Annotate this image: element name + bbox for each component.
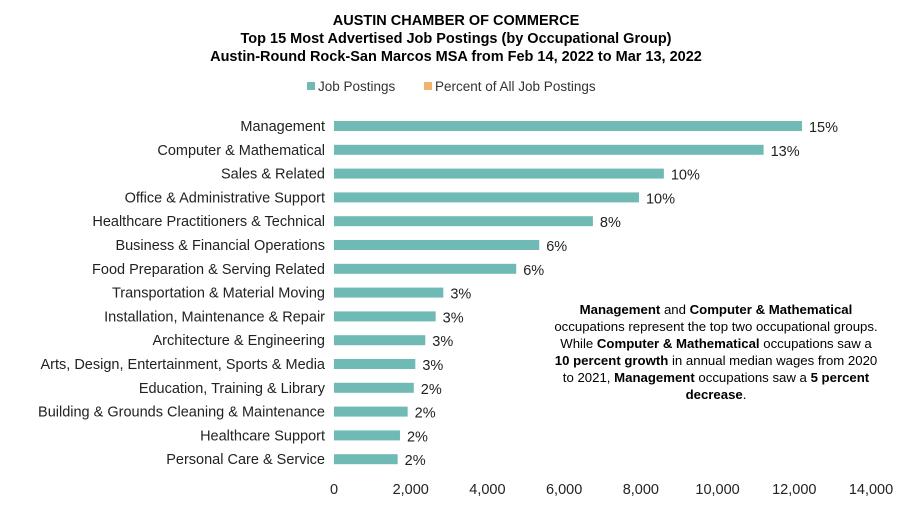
legend-label: Percent of All Job Postings <box>435 79 596 94</box>
chart-legend: Job Postings Percent of All Job Postings <box>307 79 596 94</box>
data-label: 8% <box>600 215 621 231</box>
category-label: Education, Training & Library <box>139 381 326 397</box>
legend-label: Job Postings <box>318 79 396 94</box>
x-tick-label: 14,000 <box>849 482 893 498</box>
data-label: 10% <box>671 168 700 184</box>
category-label: Office & Administrative Support <box>125 190 325 206</box>
bar <box>334 216 593 227</box>
note-part: occupations represent the top two occupa… <box>554 319 878 351</box>
x-tick-label: 10,000 <box>695 482 739 498</box>
x-tick-label: 8,000 <box>623 482 659 498</box>
category-label: Business & Financial Operations <box>115 238 325 254</box>
title-line: AUSTIN CHAMBER OF COMMERCE <box>333 13 580 29</box>
title-line: Top 15 Most Advertised Job Postings (by … <box>240 31 671 47</box>
category-label: Healthcare Practitioners & Technical <box>92 214 325 230</box>
category-labels: Management Computer & Mathematical Sales &… <box>38 119 326 468</box>
data-label: 3% <box>443 310 464 326</box>
chart-title: AUSTIN CHAMBER OF COMMERCE Top 15 Most Ad… <box>210 13 702 65</box>
note-part: Computer & Mathematical <box>689 302 853 317</box>
bar <box>334 168 664 179</box>
note-part: . <box>742 387 747 402</box>
data-label: 6% <box>546 239 567 255</box>
x-axis: 0 2,000 4,000 6,000 8,000 10,000 12,000 14,000 <box>330 482 893 498</box>
legend-swatch <box>307 82 315 90</box>
data-label: 3% <box>432 334 453 350</box>
x-tick-label: 12,000 <box>772 482 816 498</box>
bar <box>334 263 517 274</box>
annotation-note: Management and Computer & Mathematical o… <box>552 301 880 403</box>
category-label: Computer & Mathematical <box>157 143 325 159</box>
category-label: Food Preparation & Serving Related <box>92 262 325 278</box>
category-label: Management <box>240 119 325 135</box>
data-label: 3% <box>450 287 471 303</box>
x-tick-label: 0 <box>330 482 338 498</box>
bar <box>334 121 802 131</box>
note-part: occupations saw a <box>694 370 811 385</box>
data-label: 3% <box>422 358 443 374</box>
category-label: Building & Grounds Cleaning & Maintenanc… <box>38 405 325 421</box>
category-label: Architecture & Engineering <box>153 333 326 349</box>
category-label: Sales & Related <box>221 167 325 183</box>
data-label: 15% <box>809 120 838 136</box>
bar <box>334 430 400 441</box>
bar <box>334 311 436 322</box>
note-part: occupations saw a <box>759 336 872 351</box>
data-label: 2% <box>407 429 428 445</box>
data-label: 6% <box>523 263 544 279</box>
note-part: Management <box>614 370 695 385</box>
category-label: Healthcare Support <box>200 428 325 444</box>
bar <box>334 335 426 346</box>
x-tick-label: 6,000 <box>546 482 582 498</box>
note-part: in annual median wages from 2020 to 2021… <box>562 353 878 385</box>
category-label: Installation, Maintenance & Repair <box>104 309 325 325</box>
bar <box>334 144 764 155</box>
data-label: 2% <box>415 406 436 422</box>
data-label: 2% <box>405 453 426 469</box>
note-part: Management <box>579 302 661 317</box>
bar <box>334 240 540 250</box>
x-tick-label: 2,000 <box>393 482 429 498</box>
title-line: Austin-Round Rock-San Marcos MSA from Fe… <box>210 49 702 65</box>
note-part: 10 percent growth <box>554 353 669 368</box>
x-tick-label: 4,000 <box>469 482 505 498</box>
bar <box>334 382 414 393</box>
bars <box>334 121 802 465</box>
data-label: 2% <box>421 382 442 398</box>
bar <box>334 287 444 298</box>
category-label: Transportation & Material Moving <box>112 286 325 302</box>
data-label: 13% <box>771 144 800 160</box>
bar <box>334 192 639 203</box>
bar <box>334 454 398 465</box>
legend-swatch <box>424 82 432 90</box>
note-part: and <box>660 302 690 317</box>
data-label: 10% <box>646 191 675 207</box>
bar <box>334 406 408 417</box>
note-part: Computer & Mathematical <box>596 336 760 351</box>
category-label: Arts, Design, Entertainment, Sports & Me… <box>41 357 326 373</box>
category-label: Personal Care & Service <box>166 452 325 468</box>
note-part: 5 percent decrease <box>685 370 870 402</box>
bar <box>334 359 416 369</box>
data-labels: 15% 13% 10% 10% 8% 6%6% 3% 3% 3% 3% 2% 2% 2% 2% <box>405 120 838 469</box>
